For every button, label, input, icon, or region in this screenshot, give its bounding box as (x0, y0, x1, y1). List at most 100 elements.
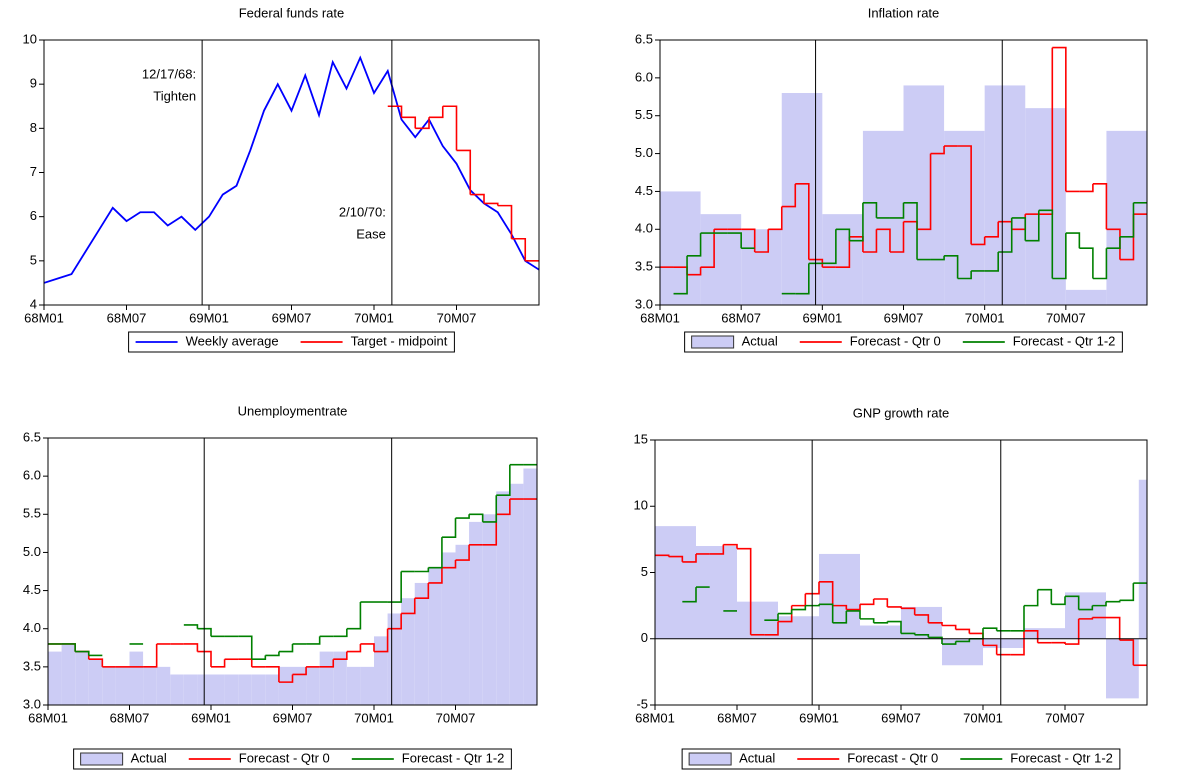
step-segment (1092, 183, 1108, 230)
y-tick-label: 3.5 (23, 658, 41, 673)
step-segment (496, 499, 511, 516)
step-segment (832, 604, 848, 610)
step-segment (428, 537, 443, 569)
step-segment (1106, 600, 1121, 603)
step-segment (846, 610, 861, 619)
step-segment (687, 267, 702, 276)
bar (822, 214, 863, 305)
step-segment (668, 555, 684, 562)
step-segment (1052, 46, 1067, 192)
step-segment (955, 638, 971, 643)
step-segment (795, 183, 810, 260)
step-segment (1078, 605, 1094, 611)
plot-area (48, 463, 537, 705)
step-segment (346, 602, 362, 630)
bar (306, 666, 320, 705)
legend-box (684, 331, 1123, 353)
legend-label: Forecast - Qtr 1-2 (1013, 333, 1116, 348)
step-segment (183, 624, 199, 629)
bar (696, 546, 737, 639)
bar (401, 598, 415, 705)
bar (1106, 130, 1147, 305)
step-segment (849, 202, 864, 242)
legend: Actual Forecast - Qtr 0 Forecast - Qtr 1-2 (73, 748, 512, 770)
step-segment (1078, 617, 1094, 620)
step-segment (764, 613, 779, 621)
step-segment (835, 228, 851, 241)
step-segment (914, 614, 930, 623)
y-tick-label: 5 (641, 564, 648, 579)
y-tick-label: 0 (641, 630, 648, 645)
x-tick-label: 68M07 (110, 710, 150, 725)
bar (346, 666, 361, 705)
y-tick-label: 3.0 (635, 296, 653, 311)
legend-box (73, 748, 512, 770)
step-segment (1092, 248, 1108, 280)
bar (700, 214, 742, 305)
step-segment (754, 229, 770, 253)
step-segment (1024, 589, 1039, 607)
bar (1065, 289, 1107, 305)
step-segment (441, 518, 457, 538)
x-tick-label: 70M01 (354, 710, 394, 725)
legend-label: Actual (739, 750, 775, 765)
bar (360, 666, 374, 705)
step-segment (75, 650, 90, 656)
step-segment (1106, 236, 1121, 250)
bar (278, 666, 293, 705)
step-segment (808, 258, 824, 268)
y-tick-label: 3.0 (23, 696, 41, 711)
y-tick-label: 10 (23, 31, 37, 46)
step-segment (846, 604, 861, 611)
bar (333, 651, 347, 705)
bar (129, 651, 144, 705)
y-tick-label: 7 (30, 164, 37, 179)
step-segment (862, 229, 878, 253)
bar (88, 659, 103, 705)
step-segment (984, 252, 999, 272)
step-segment (401, 116, 417, 129)
step-segment (1079, 247, 1094, 279)
y-tick-label: 6.5 (23, 429, 41, 444)
annotation: Ease (356, 226, 386, 241)
bar (414, 582, 429, 705)
x-tick-label: 69M07 (884, 310, 924, 325)
y-tick-label: 5 (30, 252, 37, 267)
x-tick-label: 69M01 (191, 710, 231, 725)
step-segment (1119, 583, 1135, 602)
y-tick-label: 4.0 (23, 620, 41, 635)
step-segment (61, 643, 76, 652)
x-tick-label: 68M07 (717, 710, 757, 725)
step-segment (482, 514, 498, 546)
x-tick-label: 70M07 (1046, 310, 1086, 325)
step-segment (496, 464, 511, 497)
y-tick-label: 9 (30, 76, 37, 91)
legend-swatch (691, 335, 735, 349)
plot-area (660, 46, 1147, 305)
bar (170, 674, 184, 705)
chart-title: Inflation rate (868, 5, 940, 20)
step-segment (791, 593, 807, 607)
step-segment (928, 636, 943, 645)
step-segment (374, 628, 389, 653)
plot-frame (43, 39, 540, 306)
bar (778, 616, 819, 639)
step-segment (942, 624, 957, 630)
bar (455, 544, 470, 705)
step-segment (901, 607, 916, 615)
bar (655, 526, 696, 639)
bar (183, 674, 198, 705)
bar (224, 674, 239, 705)
chart-title: Unemploymentrate (238, 403, 348, 418)
step-segment (1106, 228, 1121, 260)
x-tick-label: 70M01 (965, 310, 1005, 325)
step-segment (682, 587, 697, 603)
step-segment (873, 598, 889, 607)
step-segment (238, 658, 253, 667)
step-segment (1011, 217, 1027, 241)
y-tick-label: 6.0 (635, 69, 653, 84)
step-segment (971, 236, 986, 246)
legend-box (128, 331, 455, 353)
x-tick-label: 70M01 (354, 310, 394, 325)
